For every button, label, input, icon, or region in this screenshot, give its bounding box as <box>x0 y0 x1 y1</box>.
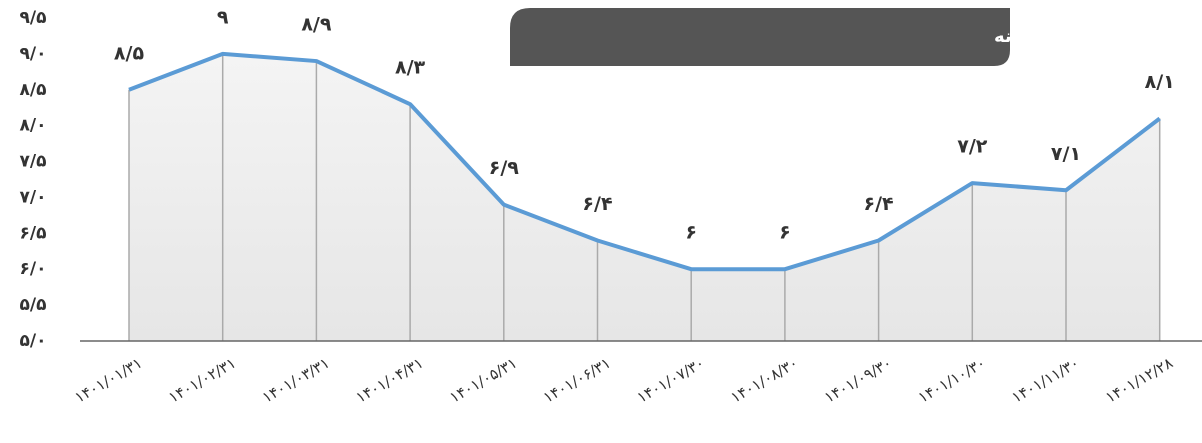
data-label: ۷/۲ <box>957 136 988 158</box>
x-tick-label: ۱۴۰۱/۰۱/۳۱ <box>72 354 146 407</box>
x-tick-label: ۱۴۰۱/۰۶/۳۱ <box>540 354 614 407</box>
x-tick-label: ۱۴۰۱/۰۳/۳۱ <box>259 354 333 407</box>
data-label: ۶ <box>779 222 791 244</box>
x-tick-label: ۱۴۰۱/۰۴/۳۱ <box>353 354 427 407</box>
y-tick-label: ۶/۰ <box>20 259 47 279</box>
y-tick-label: ۵/۰ <box>20 331 47 351</box>
title-box <box>510 8 1010 66</box>
x-tick-label: ۱۴۰۱/۰۷/۳۰ <box>634 354 708 407</box>
x-tick-label: ۱۴۰۱/۱۰/۳۰ <box>915 354 989 407</box>
data-label: ۶/۴ <box>582 193 612 215</box>
y-tick-label: ۵/۵ <box>20 295 47 315</box>
data-label: ۶/۴ <box>864 193 894 215</box>
data-label: ۸/۳ <box>395 57 426 79</box>
chart-title: روند P/E بازار طی سال ۱۴۰۱ – میانگین ماه… <box>994 25 1202 47</box>
y-tick-label: ۷/۰ <box>20 187 47 207</box>
x-tick-label: ۱۴۰۱/۰۸/۳۰ <box>728 354 802 407</box>
data-label: ۶/۹ <box>489 157 520 179</box>
y-tick-label: ۸/۵ <box>20 80 47 100</box>
y-tick-label: ۷/۵ <box>20 152 47 172</box>
data-label: ۷/۱ <box>1051 143 1081 165</box>
x-tick-label: ۱۴۰۱/۰۲/۳۱ <box>165 354 239 407</box>
y-tick-label: ۹/۰ <box>20 44 47 64</box>
x-tick-label: ۱۴۰۱/۰۹/۳۰ <box>821 354 895 407</box>
y-tick-label: ۸/۰ <box>20 116 47 136</box>
line <box>128 51 1161 272</box>
y-tick-label: ۶/۵ <box>20 223 47 243</box>
data-label: ۸/۵ <box>114 42 145 64</box>
area <box>129 53 1160 342</box>
x-tick-label: ۱۴۰۱/۱۲/۲۸ <box>1102 354 1176 407</box>
data-label: ۸/۹ <box>301 14 332 36</box>
x-tick-label: ۱۴۰۱/۰۵/۳۱ <box>446 354 520 407</box>
data-label: ۸/۱ <box>1145 71 1175 93</box>
y-tick-label: ۹/۵ <box>20 8 47 28</box>
data-label: ۶ <box>685 222 697 244</box>
data-label: ۹ <box>217 6 229 28</box>
x-tick-label: ۱۴۰۱/۱۱/۳۰ <box>1009 354 1083 407</box>
